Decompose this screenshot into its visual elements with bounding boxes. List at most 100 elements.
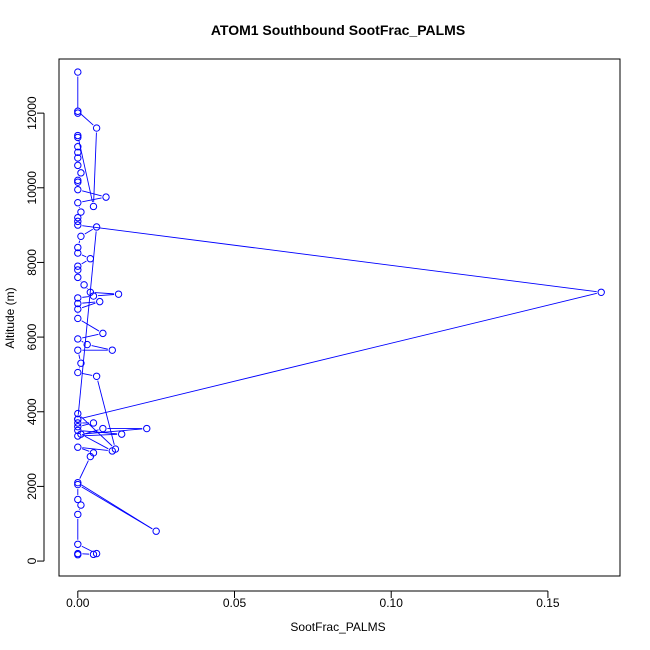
data-point: [83, 340, 91, 349]
data-point: [74, 161, 82, 170]
data-point: [86, 255, 95, 263]
data-point: [99, 424, 107, 433]
data-point: [74, 148, 82, 157]
data-point: [74, 143, 82, 151]
data-point: [74, 68, 82, 76]
data-point: [74, 480, 82, 489]
y-tick-label: 10000: [25, 171, 39, 205]
data-point: [108, 346, 116, 354]
data-point: [92, 124, 101, 132]
data-point: [74, 346, 82, 354]
series-line-segment: [82, 447, 108, 451]
data-point: [74, 419, 82, 427]
series-line-segment: [82, 423, 90, 427]
data-point: [74, 305, 82, 313]
data-point: [102, 193, 110, 201]
series-line-segment: [85, 428, 143, 435]
series-line-segment: [78, 240, 81, 244]
series-line-segment: [81, 302, 96, 309]
data-point: [92, 223, 101, 231]
series-line-segment: [80, 113, 94, 126]
data-point: [74, 243, 82, 252]
data-point: [114, 290, 123, 298]
series-line-segment: [82, 301, 96, 304]
data-point: [597, 288, 605, 297]
series-line-segment: [81, 254, 87, 258]
series-line-segment: [97, 294, 115, 297]
y-axis-label: Altitude (m): [3, 287, 17, 348]
data-point: [92, 549, 101, 558]
series-line-segment: [91, 345, 108, 350]
data-point: [152, 527, 160, 535]
x-tick-label: 0.15: [536, 596, 560, 610]
data-point: [74, 221, 82, 229]
data-point: [74, 249, 82, 257]
data-point: [74, 335, 82, 343]
data-point: [74, 133, 82, 142]
series-line-segment: [78, 354, 81, 359]
data-point: [108, 447, 116, 455]
data-point: [92, 372, 101, 380]
data-point: [74, 109, 82, 117]
x-axis-label: SootFrac_PALMS: [290, 620, 385, 634]
data-point: [89, 550, 98, 559]
x-tick-label: 0.05: [223, 596, 247, 610]
data-point: [74, 131, 82, 140]
data-point: [143, 424, 151, 433]
data-point: [74, 551, 82, 559]
series-line-segment: [82, 292, 597, 419]
data-point: [74, 299, 82, 308]
data-point: [86, 452, 95, 461]
series-line-segment: [80, 416, 113, 447]
data-point: [74, 314, 82, 323]
series-line-segment: [81, 340, 84, 343]
data-point: [74, 415, 82, 423]
series-line-segment: [97, 380, 115, 445]
data-point: [77, 232, 85, 241]
data-point: [117, 430, 126, 438]
x-tick-label: 0.10: [380, 596, 404, 610]
x-axis: 0.00 0.05 0.10 0.15: [66, 590, 560, 610]
y-tick-label: 4000: [25, 398, 39, 425]
y-axis: 0 2000 4000 6000 8000 10000 12000: [25, 96, 45, 564]
series-line-segment: [84, 435, 109, 450]
data-point: [77, 169, 85, 177]
data-point: [74, 262, 82, 270]
series-line-segment: [81, 486, 153, 530]
data-point: [77, 501, 85, 509]
data-point: [74, 107, 82, 115]
data-point: [74, 495, 82, 504]
data-point: [74, 266, 82, 274]
series-line-segment: [79, 460, 89, 479]
series-line-segment: [82, 333, 99, 339]
y-tick-label: 8000: [25, 249, 39, 276]
data-point: [74, 540, 82, 548]
series-layer: [74, 68, 605, 559]
data-point: [74, 185, 82, 194]
series-line-segment: [81, 260, 87, 265]
chart-title: ATOM1 Southbound SootFrac_PALMS: [211, 22, 465, 38]
series-line-segment: [81, 448, 90, 452]
data-point: [99, 329, 107, 338]
series-line-segment: [82, 433, 118, 437]
series-line-segment: [78, 139, 93, 203]
data-point: [74, 176, 82, 185]
data-point: [77, 430, 85, 438]
data-point: [74, 213, 82, 222]
data-point: [74, 273, 82, 282]
data-point: [89, 292, 98, 300]
series-line-segment: [82, 225, 597, 293]
data-point: [77, 208, 85, 216]
data-point: [74, 154, 82, 162]
data-point: [89, 419, 98, 427]
series-line-segment: [82, 190, 102, 197]
y-tick-label: 12000: [25, 96, 39, 130]
data-point: [74, 443, 82, 451]
y-tick-label: 0: [25, 557, 39, 564]
series-line-segment: [81, 545, 93, 553]
series-line-segment: [81, 429, 99, 436]
data-point: [74, 178, 82, 186]
plot-frame: [58, 58, 621, 577]
series-line-segment: [81, 320, 100, 332]
